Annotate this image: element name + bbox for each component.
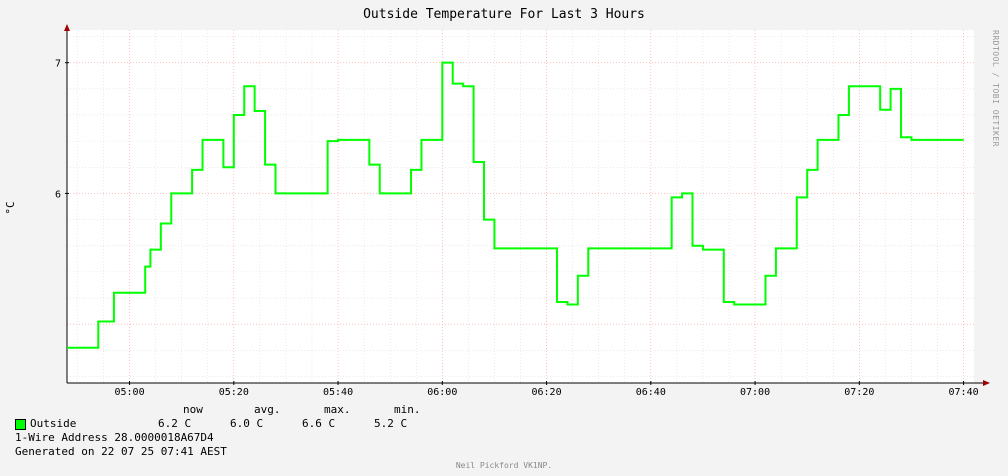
legend-header-min: min.	[394, 403, 421, 416]
chart-title: Outside Temperature For Last 3 Hours	[363, 7, 645, 22]
x-tick-label: 06:40	[636, 387, 666, 398]
x-tick-label: 05:40	[323, 387, 353, 398]
wire-address: 1-Wire Address 28.0000018A67D4	[15, 431, 214, 444]
generated-timestamp: Generated on 22 07 25 07:41 AEST	[15, 445, 227, 458]
y-tick-label: 6	[55, 189, 61, 200]
x-tick-label: 06:00	[427, 387, 457, 398]
x-tick-label: 07:40	[949, 387, 979, 398]
legend-header-now: now	[183, 403, 203, 416]
legend-name: Outside	[30, 417, 77, 430]
y-tick-label: 7	[55, 59, 61, 70]
x-tick-label: 05:20	[219, 387, 249, 398]
legend-swatch-outside	[15, 419, 26, 430]
x-tick-label: 05:00	[114, 387, 144, 398]
x-tick-labels: 05:00 05:20 05:40 06:00 06:20 06:40 07:00 07:20…	[114, 387, 978, 398]
legend-max-value: 6.6 C	[302, 417, 336, 430]
author-credit: Neil Pickford VK1NP.	[455, 461, 553, 470]
x-tick-label: 07:20	[844, 387, 874, 398]
y-tick-labels: 76	[55, 59, 61, 201]
rrdtool-watermark: RRDTOOL / TOBI OETIKER	[991, 30, 1000, 147]
legend-now-value: 6.2 C	[158, 417, 192, 430]
legend-min-value: 5.2 C	[374, 417, 408, 430]
x-tick-label: 06:20	[532, 387, 562, 398]
axes	[64, 24, 990, 386]
y-axis-label: °C	[4, 201, 17, 214]
legend-header-avg: avg.	[254, 403, 281, 416]
legend-avg-value: 6.0 C	[230, 417, 264, 430]
series-line-outside	[67, 61, 964, 349]
x-tick-label: 07:00	[740, 387, 770, 398]
y-axis-arrow	[64, 24, 70, 31]
legend-header-max: max.	[324, 403, 351, 416]
x-axis-arrow	[983, 380, 990, 386]
grid	[67, 30, 974, 383]
